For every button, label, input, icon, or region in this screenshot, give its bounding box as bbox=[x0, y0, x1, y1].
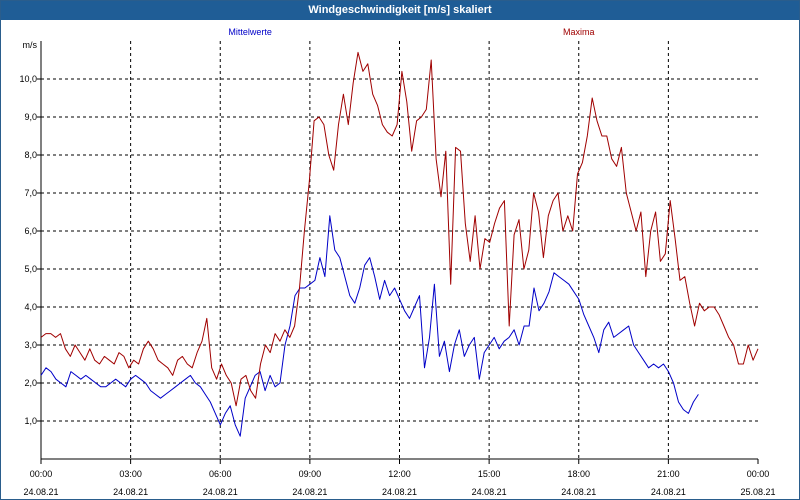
y-tick-label: 7,0 bbox=[24, 188, 37, 198]
y-axis-label: m/s bbox=[23, 40, 38, 50]
x-tick-date-label: 24.08.21 bbox=[472, 487, 507, 497]
x-tick-time-label: 15:00 bbox=[478, 469, 501, 479]
x-tick-date-label: 24.08.21 bbox=[113, 487, 148, 497]
x-tick-date-label: 24.08.21 bbox=[561, 487, 596, 497]
axes bbox=[37, 41, 759, 464]
y-tick-label: 5,0 bbox=[24, 264, 37, 274]
series-line-mittelwerte bbox=[40, 215, 699, 437]
y-tick-label: 4,0 bbox=[24, 302, 37, 312]
y-tick-label: 2,0 bbox=[24, 378, 37, 388]
x-tick-date-label: 24.08.21 bbox=[23, 487, 58, 497]
x-tick-time-label: 12:00 bbox=[388, 469, 411, 479]
x-tick-time-label: 06:00 bbox=[209, 469, 232, 479]
y-tick-label: 8,0 bbox=[24, 150, 37, 160]
x-tick-date-label: 24.08.21 bbox=[651, 487, 686, 497]
chart-title: Windgeschwindigkeit [m/s] skaliert bbox=[1, 1, 799, 20]
y-tick-label: 3,0 bbox=[24, 340, 37, 350]
legend-label: Mittelwerte bbox=[228, 27, 272, 37]
x-tick-time-label: 00:00 bbox=[30, 469, 53, 479]
x-tick-time-label: 21:00 bbox=[657, 469, 680, 479]
y-tick-label: 9,0 bbox=[24, 112, 37, 122]
legend-label: Maxima bbox=[563, 27, 595, 37]
y-tick-label: 10,0 bbox=[19, 74, 37, 84]
series-line-maxima bbox=[40, 51, 759, 407]
series-group bbox=[40, 51, 759, 437]
x-tick-time-label: 00:00 bbox=[747, 469, 770, 479]
y-tick-label: 6,0 bbox=[24, 226, 37, 236]
tick-labels: 1,0 2,0 3,0 4,0 5,0 6,0 7,0 8,0 9,0 10,0 m/s 00:00 2… bbox=[19, 27, 775, 497]
x-tick-time-label: 03:00 bbox=[119, 469, 142, 479]
x-tick-date-label: 24.08.21 bbox=[382, 487, 417, 497]
x-tick-date-label: 25.08.21 bbox=[740, 487, 775, 497]
grid-lines bbox=[41, 41, 758, 459]
y-tick-label: 1,0 bbox=[24, 416, 37, 426]
x-tick-time-label: 18:00 bbox=[567, 469, 590, 479]
x-tick-date-label: 24.08.21 bbox=[203, 487, 238, 497]
x-tick-time-label: 09:00 bbox=[299, 469, 322, 479]
x-tick-date-label: 24.08.21 bbox=[292, 487, 327, 497]
